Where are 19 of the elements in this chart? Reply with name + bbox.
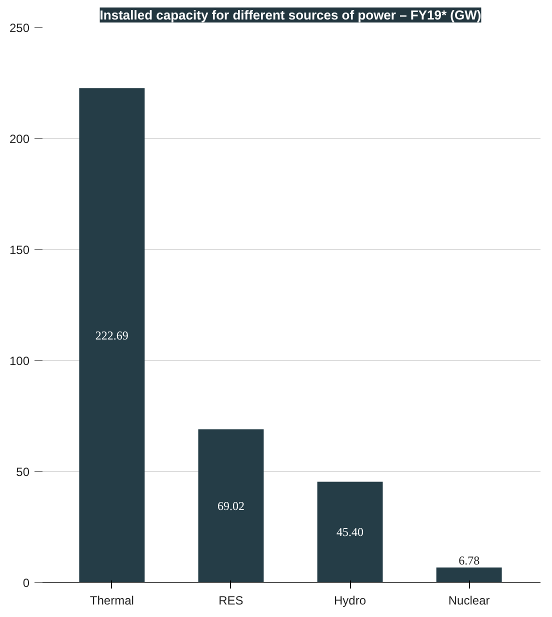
y-tick-label: 150 (9, 243, 30, 257)
data-label: 6.78 (458, 553, 480, 568)
bar (436, 567, 502, 582)
x-tick-label: Hydro (334, 594, 366, 608)
x-tick-label: Nuclear (448, 594, 490, 608)
y-tick-label: 50 (16, 465, 30, 479)
bar (317, 482, 383, 582)
data-label: 69.02 (217, 498, 244, 513)
y-tick-label: 250 (9, 21, 30, 35)
y-tick-label: 100 (9, 354, 30, 368)
y-tick-label: 0 (22, 576, 30, 590)
x-tick-label: RES (218, 594, 244, 608)
chart-title: Installed capacity for different sources of power – FY19* (GW) (100, 8, 482, 22)
bar (79, 88, 145, 582)
x-tick-label: Thermal (90, 594, 134, 608)
y-tick-label: 200 (9, 132, 30, 146)
data-label: 45.40 (336, 525, 364, 540)
data-label: 222.69 (95, 328, 128, 342)
bar (198, 429, 264, 582)
